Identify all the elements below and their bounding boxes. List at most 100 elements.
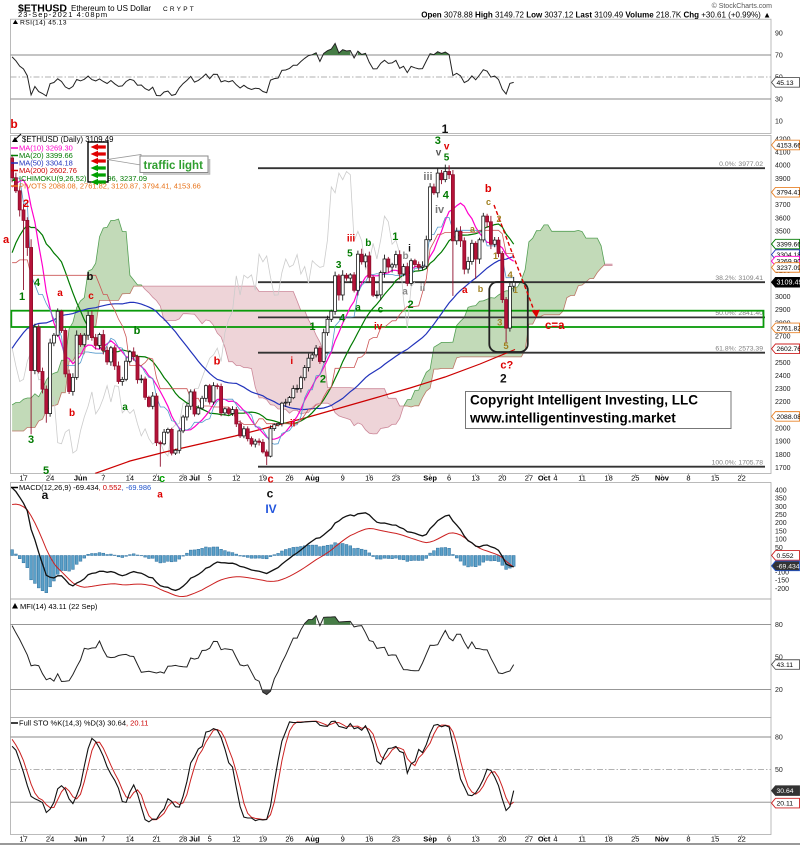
svg-text:3000: 3000	[775, 294, 791, 301]
svg-text:iv: iv	[435, 204, 445, 216]
svg-text:ICHIMOKU(9,26,52) 3263.96, 323: ICHIMOKU(9,26,52) 3263.96, 3237.09	[19, 174, 147, 183]
svg-text:10: 10	[775, 119, 783, 126]
svg-text:1: 1	[392, 231, 398, 243]
svg-text:6: 6	[447, 473, 451, 482]
svg-text:3: 3	[435, 135, 441, 147]
svg-text:100.0%: 1705.78: 100.0%: 1705.78	[712, 460, 764, 467]
svg-text:3269.90: 3269.90	[777, 259, 800, 266]
svg-text:1900: 1900	[775, 439, 791, 446]
svg-text:5: 5	[208, 473, 212, 482]
svg-text:4: 4	[553, 473, 557, 482]
svg-text:Nov: Nov	[655, 473, 670, 482]
svg-text:4: 4	[553, 834, 557, 843]
svg-text:Jul: Jul	[189, 473, 200, 482]
svg-text:1: 1	[19, 291, 25, 303]
svg-text:a: a	[157, 490, 163, 501]
svg-text:50: 50	[775, 767, 783, 774]
svg-text:7: 7	[101, 473, 105, 482]
svg-text:4000: 4000	[775, 163, 791, 170]
svg-text:17: 17	[19, 473, 27, 482]
svg-text:13: 13	[472, 473, 480, 482]
svg-text:17: 17	[19, 834, 27, 843]
svg-text:-200: -200	[775, 586, 789, 593]
svg-text:15: 15	[711, 473, 719, 482]
svg-text:1700: 1700	[775, 465, 791, 472]
svg-text:19: 19	[259, 834, 267, 843]
svg-text:2: 2	[320, 374, 326, 386]
svg-text:iii: iii	[423, 171, 432, 183]
svg-text:4: 4	[339, 313, 346, 325]
svg-text:c?: c?	[500, 360, 513, 372]
svg-text:CRYPT: CRYPT	[163, 6, 196, 13]
svg-text:2300: 2300	[775, 386, 791, 393]
svg-text:12: 12	[232, 473, 240, 482]
svg-text:c: c	[378, 305, 384, 316]
svg-text:b: b	[402, 251, 408, 262]
svg-text:c: c	[486, 197, 491, 207]
svg-text:2602.76: 2602.76	[777, 346, 800, 353]
svg-text:3109.49: 3109.49	[777, 278, 800, 287]
svg-text:MA(20) 3399.66: MA(20) 3399.66	[19, 151, 73, 160]
svg-text:8: 8	[686, 834, 690, 843]
svg-text:3: 3	[28, 434, 34, 446]
svg-text:1: 1	[513, 285, 518, 295]
svg-text:3399.66: 3399.66	[777, 242, 800, 249]
svg-text:2: 2	[408, 299, 414, 311]
svg-text:2200: 2200	[775, 399, 791, 406]
svg-text:4153.66: 4153.66	[777, 142, 800, 149]
svg-text:© StockCharts.com: © StockCharts.com	[712, 2, 773, 10]
svg-text:3: 3	[336, 260, 342, 271]
svg-text:5: 5	[444, 153, 450, 164]
svg-text:16: 16	[365, 473, 373, 482]
svg-text:38.2%: 3109.41: 38.2%: 3109.41	[715, 275, 763, 282]
svg-text:61.8%: 2573.39: 61.8%: 2573.39	[715, 346, 763, 353]
svg-text:45.13: 45.13	[777, 80, 794, 87]
svg-text:c: c	[267, 487, 274, 501]
svg-text:23: 23	[392, 473, 400, 482]
svg-text:b: b	[485, 183, 492, 195]
svg-text:▲: ▲	[11, 177, 17, 183]
svg-text:5: 5	[347, 249, 353, 260]
svg-text:14: 14	[126, 473, 134, 482]
svg-text:ii: ii	[290, 419, 296, 430]
svg-text:19: 19	[259, 473, 267, 482]
svg-text:80: 80	[775, 622, 783, 629]
svg-text:MACD(12,26,9) -69.434, 0.552,: MACD(12,26,9) -69.434, 0.552, -69.986	[19, 483, 151, 492]
svg-text:100: 100	[775, 537, 787, 544]
svg-text:$ETHUSD: $ETHUSD	[18, 2, 67, 14]
svg-text:Open 3078.88 High 3149.72 Low: Open 3078.88 High 3149.72 Low 3037.12 La…	[421, 11, 771, 20]
svg-text:iv: iv	[374, 322, 383, 333]
svg-text:Jun: Jun	[74, 834, 88, 843]
svg-text:c: c	[268, 474, 274, 486]
svg-text:22: 22	[738, 473, 746, 482]
svg-text:4: 4	[508, 270, 514, 281]
svg-text:21: 21	[152, 834, 160, 843]
svg-text:iii: iii	[347, 234, 356, 245]
svg-text:a: a	[462, 285, 468, 296]
svg-text:1800: 1800	[775, 452, 791, 459]
svg-text:Ethereum to US Dollar: Ethereum to US Dollar	[71, 4, 151, 13]
svg-text:MA(200) 2602.76: MA(200) 2602.76	[19, 166, 77, 175]
svg-text:Sep: Sep	[423, 473, 437, 482]
svg-text:c: c	[159, 473, 165, 485]
svg-text:27: 27	[525, 834, 533, 843]
svg-text:traffic light: traffic light	[144, 160, 204, 172]
svg-text:15: 15	[711, 834, 719, 843]
svg-text:0.552: 0.552	[777, 553, 794, 560]
svg-text:21: 21	[152, 473, 160, 482]
svg-text:50: 50	[775, 655, 783, 662]
svg-text:www.intelligentinvesting.marke: www.intelligentinvesting.market	[469, 411, 676, 426]
svg-text:Aug: Aug	[305, 834, 320, 843]
svg-text:v: v	[436, 148, 442, 159]
svg-text:26: 26	[285, 473, 293, 482]
svg-text:90: 90	[775, 31, 783, 38]
svg-text:-100: -100	[775, 569, 789, 576]
svg-text:16: 16	[365, 834, 373, 843]
svg-text:2088.08: 2088.08	[777, 414, 800, 421]
svg-text:24: 24	[46, 834, 54, 843]
svg-text:Full STO %K(14,3) %D(3) 30.64,: Full STO %K(14,3) %D(3) 30.64, 20.11	[19, 719, 148, 728]
svg-text:$ETHUSD (Daily) 3109.49: $ETHUSD (Daily) 3109.49	[22, 135, 113, 144]
svg-text:ii: ii	[420, 283, 426, 294]
svg-text:250: 250	[775, 512, 787, 519]
svg-text:5: 5	[43, 465, 49, 477]
